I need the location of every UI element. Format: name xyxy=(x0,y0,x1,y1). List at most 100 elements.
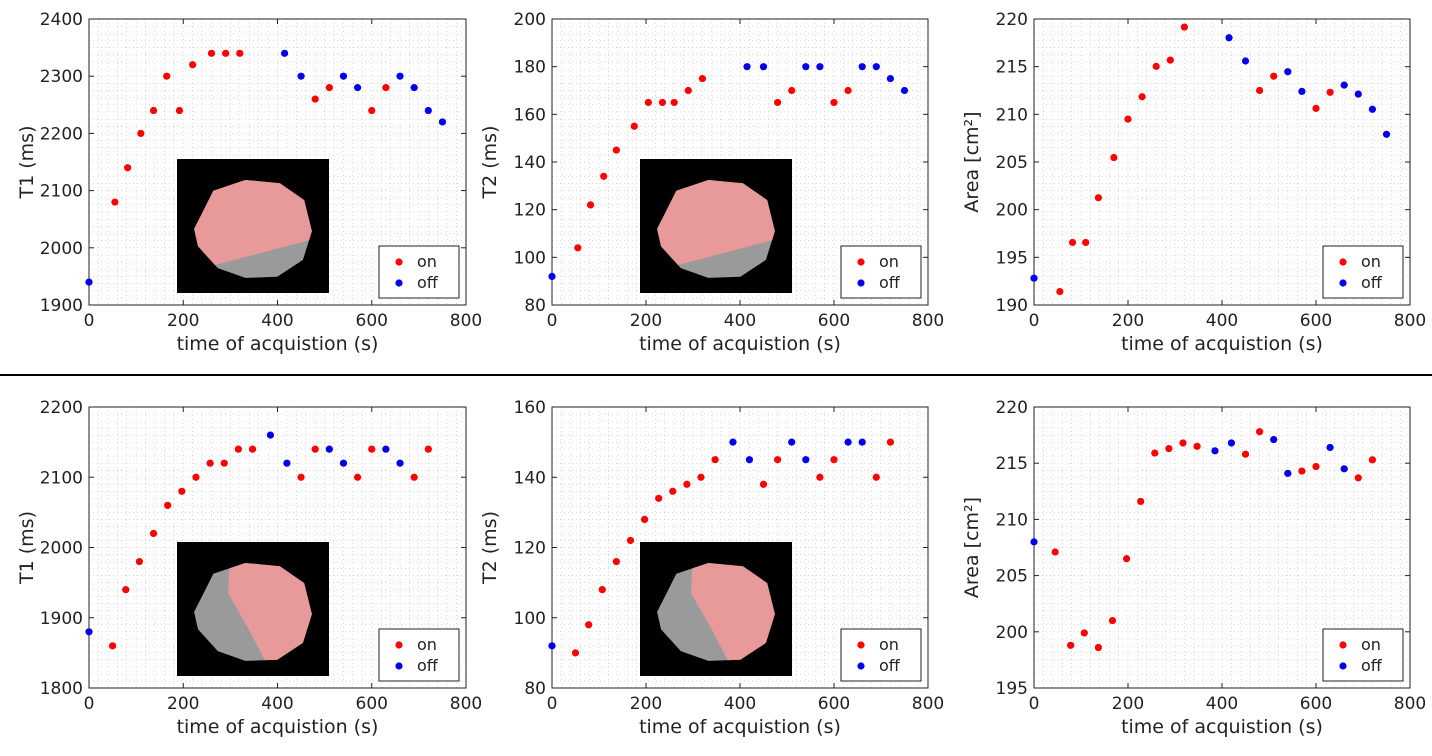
series-off xyxy=(85,431,404,636)
legend-marker-off xyxy=(1339,662,1347,670)
data-point-on xyxy=(684,86,692,95)
legend-marker-off xyxy=(857,279,865,287)
data-point-on xyxy=(612,557,620,566)
y-axis-label: T1 (ms) xyxy=(16,511,38,585)
y-tick-label: 80 xyxy=(524,679,546,699)
data-point-off xyxy=(438,118,447,126)
data-point-off xyxy=(1211,447,1219,455)
data-point-on xyxy=(844,86,852,95)
x-axis-label: time of acquistion (s) xyxy=(177,333,379,355)
y-tick-label: 160 xyxy=(514,105,546,125)
series-off xyxy=(548,438,866,650)
data-point-on xyxy=(1179,439,1187,447)
data-point-on xyxy=(192,473,200,481)
series-on xyxy=(574,74,852,252)
data-point-on xyxy=(630,122,638,130)
y-tick-label: 80 xyxy=(524,296,546,316)
x-tick-label: 800 xyxy=(450,311,482,331)
x-axis-label: time of acquistion (s) xyxy=(639,333,841,355)
y-tick-label: 2000 xyxy=(40,239,83,259)
data-point-off xyxy=(354,84,362,92)
data-point-on xyxy=(1326,88,1334,96)
data-point-on xyxy=(1080,629,1088,637)
legend: on off xyxy=(840,628,922,682)
data-point-on xyxy=(124,164,132,172)
data-point-on xyxy=(788,86,796,95)
data-point-on xyxy=(178,487,186,495)
legend-marker-off xyxy=(395,279,403,287)
data-point-off xyxy=(759,63,768,71)
data-point-on xyxy=(220,459,228,467)
data-point-on xyxy=(830,98,838,107)
data-point-off xyxy=(283,459,291,467)
y-tick-label: 1800 xyxy=(40,679,83,699)
chart-1: 0 200 400 600 800 1900 2000 2100 2200 2300 2400 tim… xyxy=(16,10,482,355)
data-point-on xyxy=(297,473,305,481)
x-tick-label: 400 xyxy=(1206,694,1238,714)
y-tick-label: 200 xyxy=(996,623,1028,643)
x-axis-label: time of acquistion (s) xyxy=(1121,333,1323,355)
data-point-off xyxy=(816,63,824,71)
data-point-off xyxy=(844,438,852,446)
y-tick-label: 2100 xyxy=(40,468,83,488)
data-point-on xyxy=(311,445,319,453)
x-tick-label: 200 xyxy=(630,311,662,331)
inset-brain-image xyxy=(177,542,329,676)
data-point-off xyxy=(85,278,93,286)
x-tick-label: 400 xyxy=(1206,311,1238,331)
legend-label-off: off xyxy=(417,656,439,675)
series-on xyxy=(108,445,432,650)
x-tick-label: 800 xyxy=(450,694,482,714)
legend-marker-off xyxy=(1339,279,1347,287)
data-point-on xyxy=(658,98,667,107)
x-tick-label: 800 xyxy=(1394,311,1426,331)
y-tick-label: 160 xyxy=(514,398,546,418)
x-tick-label: 400 xyxy=(724,694,756,714)
x-tick-label: 800 xyxy=(1394,694,1426,714)
data-point-on xyxy=(234,445,242,453)
y-tick-label: 205 xyxy=(996,153,1028,173)
legend: on off xyxy=(378,245,460,299)
legend-label-on: on xyxy=(1361,252,1381,271)
data-point-on xyxy=(354,473,362,481)
data-point-on xyxy=(1124,115,1132,123)
data-point-off xyxy=(1030,274,1038,282)
data-point-off xyxy=(788,438,796,446)
data-point-on xyxy=(697,473,705,481)
legend-box xyxy=(378,245,460,299)
data-point-on xyxy=(600,172,608,180)
data-point-on xyxy=(248,445,257,453)
data-point-off xyxy=(339,72,348,80)
y-tick-label: 140 xyxy=(514,468,546,488)
y-tick-label: 120 xyxy=(514,539,546,559)
data-point-on xyxy=(1193,442,1201,450)
data-point-on xyxy=(1152,62,1160,70)
data-point-on xyxy=(1122,555,1131,563)
data-point-on xyxy=(189,61,197,69)
data-point-on xyxy=(1056,287,1064,296)
data-point-off xyxy=(1340,81,1348,89)
inset-brain-image xyxy=(640,159,792,293)
data-point-on xyxy=(683,480,691,488)
data-point-on xyxy=(759,480,768,488)
x-tick-label: 0 xyxy=(1029,311,1040,331)
legend-marker-on xyxy=(395,641,403,649)
data-point-on xyxy=(163,72,171,80)
x-tick-label: 200 xyxy=(1112,694,1144,714)
data-point-off xyxy=(802,63,810,71)
data-point-off xyxy=(1298,87,1306,95)
data-point-off xyxy=(382,445,390,453)
data-point-on xyxy=(1068,238,1077,247)
series-on xyxy=(1056,23,1334,296)
x-tick-label: 200 xyxy=(167,311,199,331)
legend-box xyxy=(1322,628,1404,682)
data-point-on xyxy=(325,84,333,92)
legend: on off xyxy=(1322,628,1404,682)
y-tick-label: 100 xyxy=(514,609,546,629)
chart-4: 0 200 400 600 800 1800 1900 2000 2100 2200 time of… xyxy=(16,398,482,738)
series-off xyxy=(1030,34,1391,282)
x-axis-label: time of acquistion (s) xyxy=(639,716,841,738)
data-point-off xyxy=(1340,465,1348,473)
y-tick-label: 190 xyxy=(996,296,1028,316)
